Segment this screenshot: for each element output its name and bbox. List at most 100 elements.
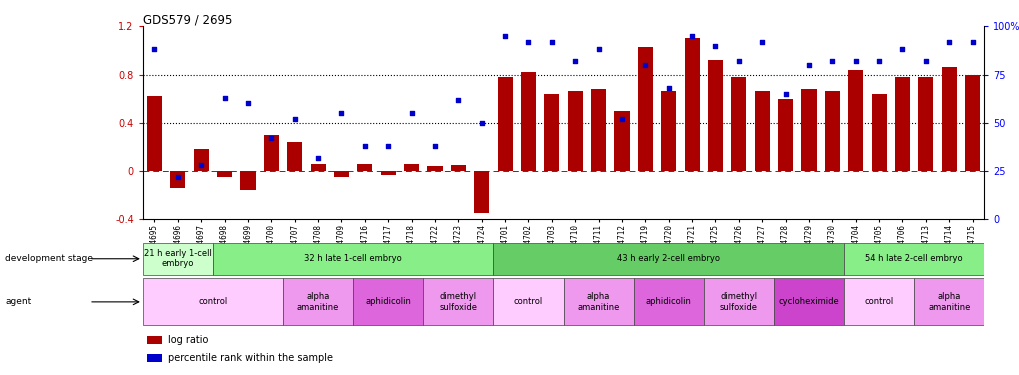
Bar — [450, 165, 466, 171]
Bar — [147, 354, 162, 362]
Point — [847, 58, 863, 64]
Bar — [380, 171, 395, 175]
Point — [613, 116, 630, 122]
Bar — [353, 279, 423, 325]
Bar — [707, 60, 722, 171]
Bar — [731, 77, 746, 171]
Text: dimethyl
sulfoxide: dimethyl sulfoxide — [439, 292, 477, 312]
Bar — [824, 92, 839, 171]
Point — [660, 85, 677, 91]
Point — [894, 46, 910, 53]
Bar — [843, 279, 913, 325]
Text: cycloheximide: cycloheximide — [777, 297, 839, 306]
Point — [637, 62, 653, 68]
Bar — [660, 92, 676, 171]
Bar — [404, 164, 419, 171]
Bar — [633, 279, 703, 325]
Point — [800, 62, 816, 68]
Text: 54 h late 2-cell embryo: 54 h late 2-cell embryo — [864, 254, 962, 263]
Point — [590, 46, 606, 53]
Bar — [143, 243, 213, 275]
Text: percentile rank within the sample: percentile rank within the sample — [168, 353, 333, 363]
Point — [239, 100, 256, 106]
Point — [753, 39, 769, 45]
Bar — [493, 279, 562, 325]
Bar — [964, 75, 979, 171]
Bar — [843, 243, 983, 275]
Text: 32 h late 1-cell embryo: 32 h late 1-cell embryo — [304, 254, 401, 263]
Point — [706, 43, 722, 49]
Bar — [637, 47, 652, 171]
Text: control: control — [198, 297, 227, 306]
Text: 21 h early 1-cell
embryо: 21 h early 1-cell embryо — [144, 249, 212, 268]
Bar — [773, 279, 843, 325]
Bar — [703, 279, 773, 325]
Bar — [493, 243, 843, 275]
Bar — [497, 77, 513, 171]
Bar — [264, 135, 278, 171]
Text: dimethyl
sulfoxide: dimethyl sulfoxide — [719, 292, 757, 312]
Bar — [801, 89, 816, 171]
Point — [543, 39, 559, 45]
Bar — [613, 111, 629, 171]
Point — [567, 58, 583, 64]
Bar — [870, 94, 886, 171]
Bar — [590, 89, 605, 171]
Point — [941, 39, 957, 45]
Bar — [423, 279, 493, 325]
Bar — [848, 70, 862, 171]
Text: control: control — [864, 297, 893, 306]
Bar — [894, 77, 909, 171]
Bar — [310, 164, 325, 171]
Point — [496, 33, 513, 39]
Text: 43 h early 2-cell embryo: 43 h early 2-cell embryo — [616, 254, 719, 263]
Bar — [333, 171, 348, 177]
Point — [310, 154, 326, 160]
Point — [870, 58, 887, 64]
Bar — [170, 171, 185, 188]
Bar — [147, 336, 162, 344]
Bar — [240, 171, 256, 190]
Text: alpha
amanitine: alpha amanitine — [297, 292, 339, 312]
Bar — [564, 279, 633, 325]
Bar — [213, 243, 493, 275]
Point — [776, 91, 793, 97]
Bar — [917, 77, 932, 171]
Bar — [287, 142, 302, 171]
Bar — [568, 92, 582, 171]
Text: alpha
amanitine: alpha amanitine — [927, 292, 969, 312]
Point — [357, 143, 373, 149]
Point — [426, 143, 442, 149]
Bar — [283, 279, 353, 325]
Text: control: control — [514, 297, 542, 306]
Text: alpha
amanitine: alpha amanitine — [577, 292, 620, 312]
Text: aphidicolin: aphidicolin — [365, 297, 411, 306]
Text: agent: agent — [5, 297, 32, 306]
Bar — [357, 164, 372, 171]
Bar — [521, 72, 536, 171]
Bar — [754, 92, 769, 171]
Bar — [474, 171, 489, 213]
Point — [964, 39, 980, 45]
Point — [146, 46, 162, 53]
Point — [263, 135, 279, 141]
Text: aphidicolin: aphidicolin — [645, 297, 691, 306]
Point — [404, 110, 420, 116]
Bar — [143, 279, 283, 325]
Text: development stage: development stage — [5, 254, 93, 263]
Point — [380, 143, 396, 149]
Bar — [913, 279, 983, 325]
Point — [823, 58, 840, 64]
Bar — [777, 99, 793, 171]
Point — [473, 120, 489, 126]
Bar — [544, 94, 558, 171]
Text: log ratio: log ratio — [168, 335, 208, 345]
Bar — [194, 149, 209, 171]
Bar — [684, 38, 699, 171]
Bar — [941, 67, 956, 171]
Point — [730, 58, 746, 64]
Point — [917, 58, 933, 64]
Text: GDS579 / 2695: GDS579 / 2695 — [143, 13, 232, 26]
Bar — [147, 96, 162, 171]
Bar — [217, 171, 232, 177]
